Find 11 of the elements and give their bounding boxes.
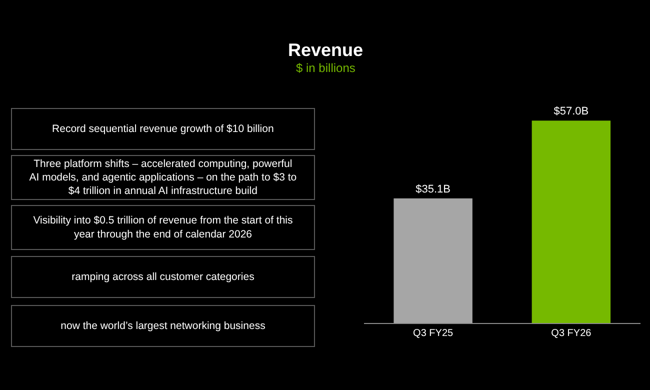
text: ramping across all customer categories xyxy=(72,271,254,283)
text: Visibility into $0.5 trillion of revenue from the start of this year through the end of calendar 2026 xyxy=(33,214,293,240)
text: Record sequential revenue growth of $10 billion xyxy=(52,123,274,135)
text: Three platform shifts – accelerated computing, powerful AI models, and agentic applications – on the path to $3 to $4 trillion in annual AI infrastructure build xyxy=(29,158,297,198)
chart-title: Revenue xyxy=(288,40,364,60)
data-label: $57.0B xyxy=(554,106,589,118)
text: now the world’s largest networking business xyxy=(60,320,266,332)
x-tick-label: Q3 FY26 xyxy=(551,328,592,339)
data-label: $35.1B xyxy=(416,183,451,196)
x-tick-label: Q3 FY25 xyxy=(413,328,454,339)
chart-subtitle: $ in billions xyxy=(296,61,356,75)
